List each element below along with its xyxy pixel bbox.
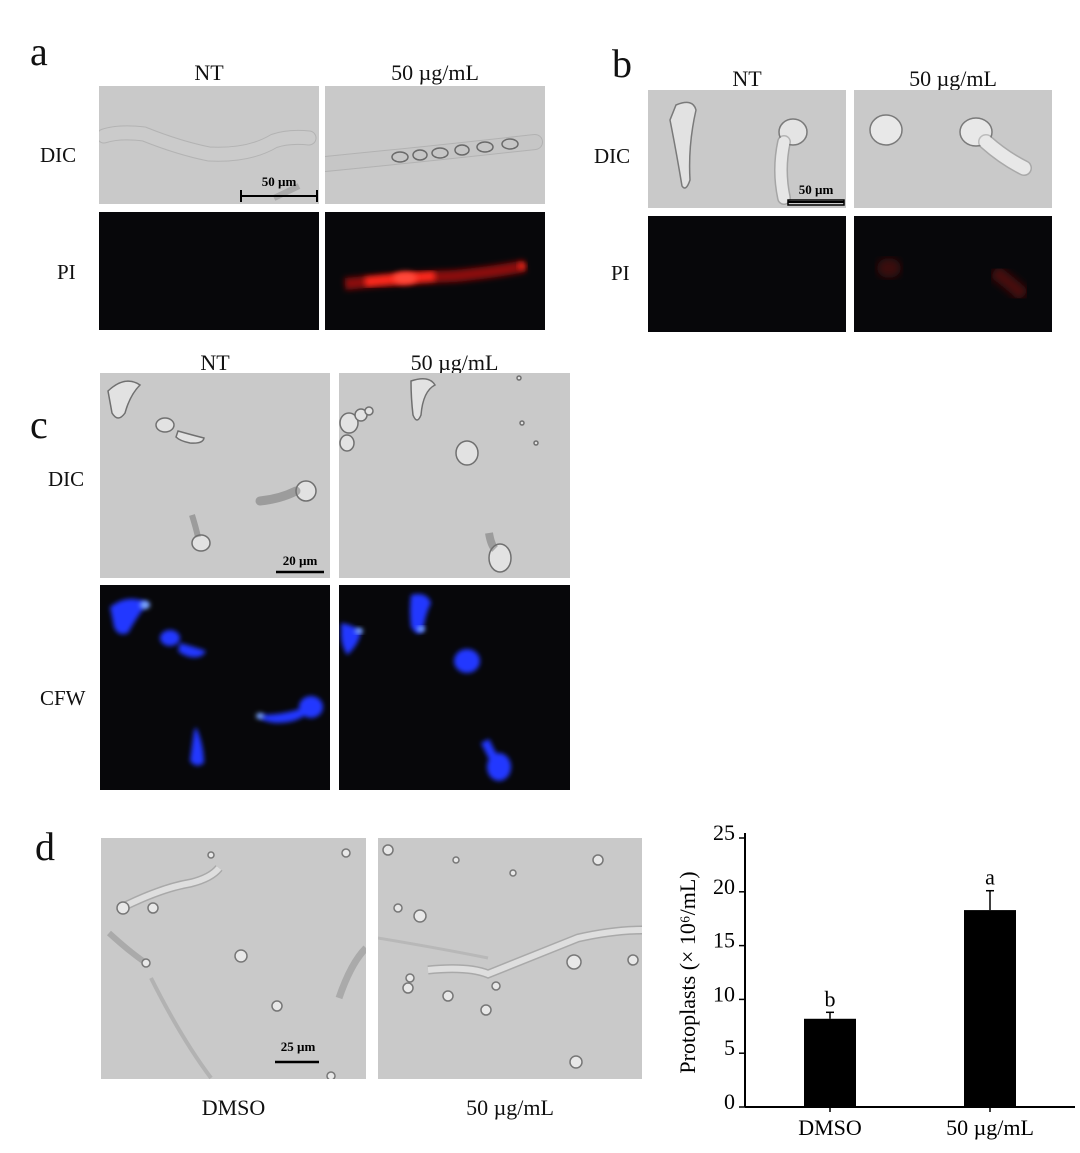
panel-a-dic-nt-image: 50 µm bbox=[99, 86, 319, 204]
significance-letter: b bbox=[825, 986, 836, 1011]
panel-b-dic-treated-image bbox=[854, 90, 1052, 208]
panel-a-pi-nt-image bbox=[99, 212, 319, 330]
panel-c-letter: c bbox=[30, 402, 48, 447]
y-tick-label: 15 bbox=[713, 928, 735, 953]
panel-c-col-treated: 50 µg/mL bbox=[410, 350, 499, 375]
panel-b-col-treated: 50 µg/mL bbox=[909, 66, 997, 91]
panel-a-scale-bar: 50 µm bbox=[240, 174, 318, 202]
significance-letter: a bbox=[985, 865, 995, 890]
panel-b-row-pi: PI bbox=[611, 261, 630, 285]
panel-a-scale-label: 50 µm bbox=[262, 174, 297, 189]
panel-a-row-dic: DIC bbox=[40, 143, 77, 167]
panel-a-row-pi: PI bbox=[57, 260, 76, 284]
panel-d-letter: d bbox=[35, 824, 55, 869]
panel-a-col-nt: NT bbox=[194, 60, 224, 85]
panel-b-pi-nt-image bbox=[648, 216, 846, 332]
panel-d-treated-image bbox=[378, 838, 642, 1079]
panel-c-row-dic: DIC bbox=[48, 467, 85, 491]
panel-a-pi-treated-image bbox=[325, 212, 545, 330]
panel-b-pi-treated-image bbox=[854, 216, 1052, 332]
y-tick-label: 5 bbox=[724, 1035, 735, 1060]
panel-c-col-nt: NT bbox=[200, 350, 230, 375]
x-tick-label: 50 µg/mL bbox=[946, 1115, 1034, 1140]
y-axis-label: Protoplasts (× 10⁶/mL) bbox=[675, 871, 700, 1073]
panel-d-label-dmso: DMSO bbox=[201, 1095, 266, 1120]
panel-a-letter: a bbox=[30, 29, 48, 74]
panel-a-col-treated: 50 µg/mL bbox=[391, 60, 479, 85]
panel-c-scale-bar: 20 µm bbox=[276, 553, 324, 574]
protoplast-bar-chart: Protoplasts (× 10⁶/mL) 0 5 10 15 20 25 b DMSO a 50… bbox=[675, 820, 1075, 1140]
panel-b-scale-label: 50 µm bbox=[799, 182, 834, 197]
bar bbox=[964, 910, 1016, 1107]
panel-c-dic-treated-image bbox=[339, 373, 570, 578]
bar bbox=[804, 1018, 856, 1107]
y-tick-label: 25 bbox=[713, 820, 735, 845]
y-tick-label: 10 bbox=[713, 981, 735, 1006]
panel-c-row-cfw: CFW bbox=[40, 686, 86, 710]
panel-b-letter: b bbox=[612, 41, 632, 86]
x-tick-label: DMSO bbox=[798, 1115, 862, 1140]
y-tick-label: 0 bbox=[724, 1089, 735, 1114]
y-tick-label: 20 bbox=[713, 874, 735, 899]
panel-c-cfw-treated-image bbox=[339, 585, 570, 790]
panel-d-dmso-image: 25 µm bbox=[101, 838, 366, 1079]
panel-b-row-dic: DIC bbox=[594, 144, 631, 168]
panel-d-scale-label: 25 µm bbox=[281, 1039, 316, 1054]
panel-c-scale-label: 20 µm bbox=[283, 553, 318, 568]
panel-c-cfw-nt-image bbox=[100, 585, 330, 790]
panel-b-dic-nt-image: 50 µm bbox=[648, 90, 846, 208]
panel-d-label-treated: 50 µg/mL bbox=[466, 1095, 554, 1120]
panel-c-dic-nt-image: 20 µm bbox=[100, 373, 330, 578]
panel-b-scale-bar: 50 µm bbox=[787, 182, 845, 206]
panel-b-col-nt: NT bbox=[732, 66, 762, 91]
panel-a-dic-treated-image bbox=[325, 86, 545, 204]
panel-d-scale-bar: 25 µm bbox=[275, 1039, 319, 1064]
